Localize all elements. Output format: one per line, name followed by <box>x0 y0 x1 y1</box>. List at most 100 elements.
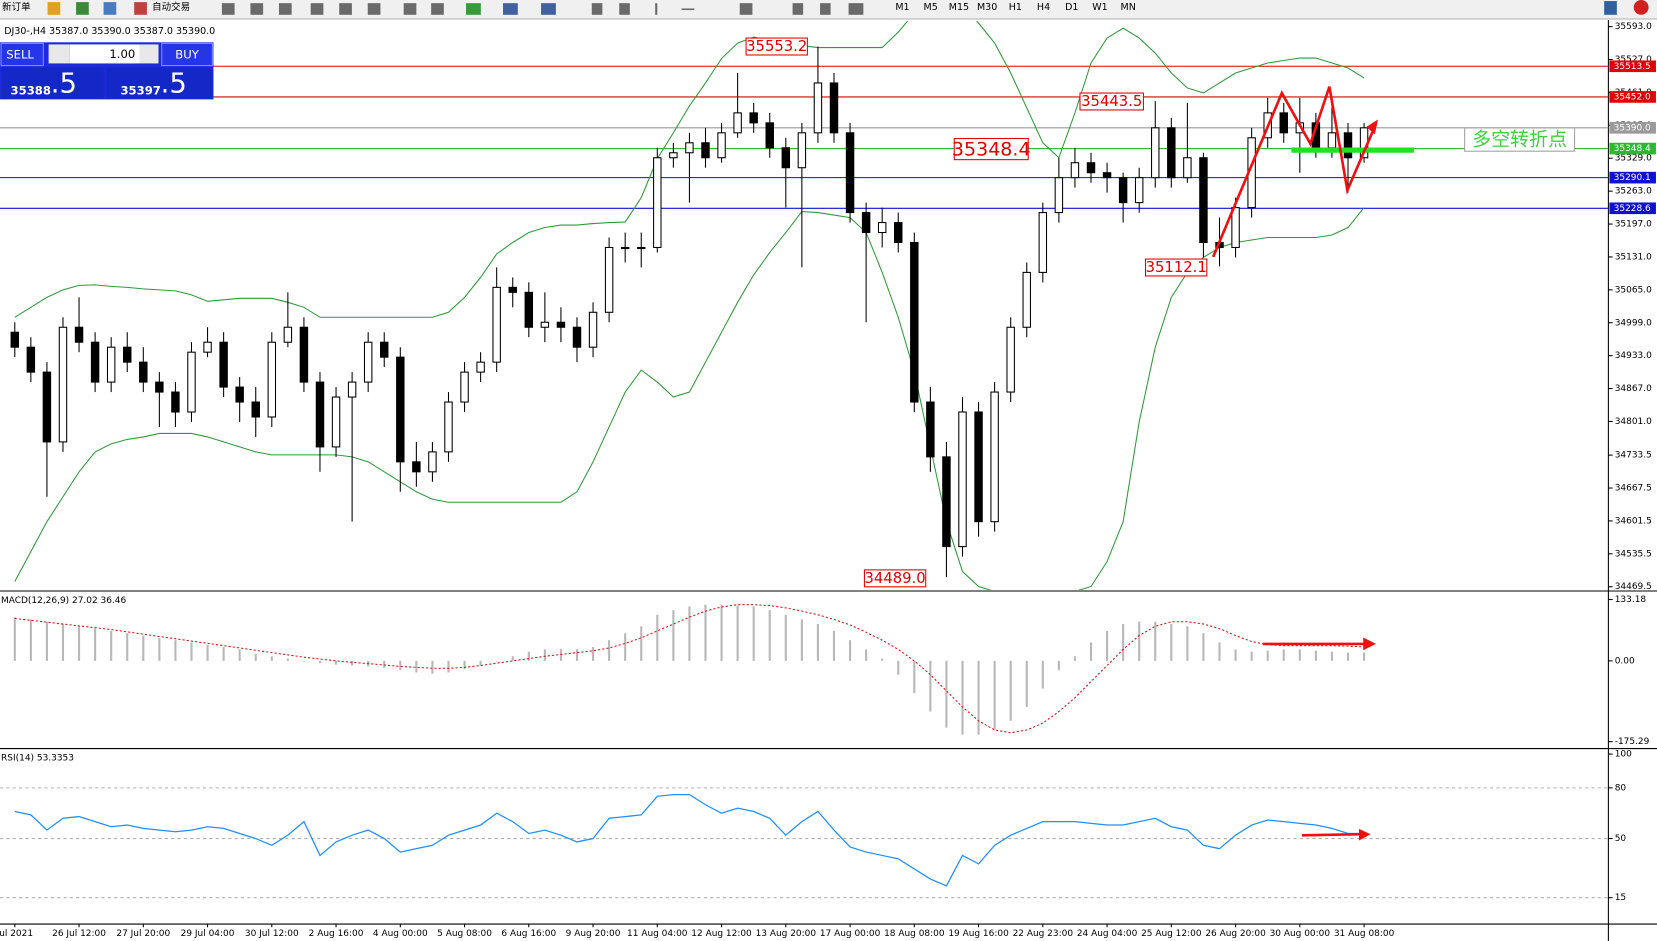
buy-button[interactable] <box>161 42 213 67</box>
macd-bar <box>624 633 627 661</box>
sell-button[interactable] <box>0 42 44 67</box>
macd-bar <box>559 649 562 661</box>
icon[interactable] <box>541 3 556 15</box>
macd-bar <box>511 656 514 661</box>
candle-body <box>396 356 405 463</box>
icon[interactable] <box>591 3 603 15</box>
spin-up[interactable] <box>139 44 159 64</box>
candle-body <box>90 341 100 383</box>
macd-bar <box>881 658 884 661</box>
alert[interactable] <box>1633 0 1649 15</box>
icon[interactable] <box>848 3 864 15</box>
rsi-arrow <box>1301 832 1362 837</box>
macd-bar <box>961 660 964 735</box>
annotation: 多空转折点 <box>1472 129 1567 151</box>
arrow-head <box>1358 828 1371 841</box>
y-tick-label: 15 <box>1615 893 1626 903</box>
candle-body <box>460 371 469 403</box>
macd-bar <box>302 660 305 662</box>
icon[interactable] <box>47 2 61 15</box>
icon[interactable] <box>367 3 381 15</box>
macd-bar <box>913 660 916 694</box>
candle-body <box>380 341 389 358</box>
x-tick-label: 18 Aug 08:00 <box>884 929 945 939</box>
ask-box[interactable] <box>106 67 213 99</box>
search[interactable] <box>1604 1 1617 15</box>
icon[interactable] <box>221 3 235 15</box>
icon[interactable] <box>619 3 630 15</box>
icon[interactable] <box>466 3 481 15</box>
level-label: 35390.0 <box>1614 123 1651 133</box>
icon[interactable] <box>103 2 117 15</box>
candle-body <box>412 461 421 473</box>
macd-bar <box>768 610 771 661</box>
level-tag <box>1609 142 1656 155</box>
icon[interactable] <box>76 2 89 15</box>
x-tick-label: 25 Aug 12:00 <box>1141 929 1202 939</box>
new-order-button[interactable]: 新订单 <box>2 1 31 13</box>
level-label: 35290.1 <box>1614 173 1651 183</box>
candle-body <box>588 311 598 348</box>
ask-fraction[interactable]: .5 <box>161 68 187 100</box>
candle-body <box>524 291 534 328</box>
candle-body <box>669 152 678 159</box>
macd-bar <box>575 649 579 661</box>
y-tick-label: 34933.0 <box>1615 351 1652 361</box>
timeframe-button[interactable]: H1 <box>1009 2 1022 13</box>
y-tick-label: 35527.0 <box>1615 55 1652 65</box>
timeframe-button[interactable]: M1 <box>895 2 909 13</box>
icon[interactable] <box>681 8 695 11</box>
level-tag <box>1609 122 1656 134</box>
timeframe-button[interactable]: MN <box>1121 2 1136 13</box>
y-tick-label: 34801.0 <box>1615 417 1652 427</box>
buy-label[interactable]: BUY <box>175 47 199 61</box>
x-tick-label: 12 Aug 12:00 <box>691 929 752 939</box>
bid-box[interactable] <box>1 67 104 99</box>
ask-main[interactable]: 35397 <box>120 83 160 97</box>
icon[interactable] <box>431 3 444 15</box>
timeframe-button[interactable]: M5 <box>924 2 938 13</box>
lot-input[interactable] <box>69 44 140 64</box>
icon[interactable] <box>739 3 753 15</box>
icon[interactable] <box>820 3 831 15</box>
lot-value[interactable]: 1.00 <box>109 47 135 61</box>
candle-body <box>829 82 839 134</box>
macd-bar <box>1186 626 1189 661</box>
spin-down[interactable] <box>48 44 70 64</box>
candle-body <box>58 326 68 443</box>
bid-main[interactable]: 35388 <box>11 83 51 97</box>
macd-bar <box>1106 630 1109 661</box>
icon[interactable] <box>310 3 324 15</box>
macd-bar <box>608 640 611 661</box>
auto-trading-button[interactable]: 自动交易 <box>152 1 190 13</box>
icon[interactable] <box>403 3 417 15</box>
timeframe-button[interactable]: H4 <box>1037 2 1050 13</box>
x-tick-label: 9 Aug 20:00 <box>566 929 621 939</box>
macd-bar <box>527 651 530 661</box>
one-click-trading: SELL 1.00 BUY 35388 .5 35397 .5 <box>0 42 214 100</box>
candle-body <box>1151 127 1160 179</box>
y-tick-label: 35593.0 <box>1615 22 1652 32</box>
macd-bar <box>945 660 948 728</box>
icon[interactable] <box>503 3 518 15</box>
icon[interactable] <box>339 3 352 15</box>
timeframe-button[interactable]: M15 <box>949 2 969 13</box>
candle-body <box>299 326 309 383</box>
icon[interactable] <box>134 2 147 15</box>
icon[interactable] <box>792 3 804 15</box>
timeframe-button[interactable]: M30 <box>977 2 997 13</box>
macd-label: MACD(12,26,9) 27.02 36.46 <box>1 596 126 606</box>
macd-bar <box>270 656 273 661</box>
y-tick-label: 34999.0 <box>1615 318 1652 328</box>
candle-body <box>733 112 742 134</box>
sell-label[interactable]: SELL <box>6 47 34 61</box>
bid-fraction[interactable]: .5 <box>51 68 77 100</box>
icon[interactable] <box>655 3 658 15</box>
icon[interactable] <box>278 3 292 15</box>
timeframe-button[interactable]: D1 <box>1065 2 1078 13</box>
x-tick-label: 27 Jul 20:00 <box>116 929 170 939</box>
timeframe-button[interactable]: W1 <box>1092 2 1107 13</box>
candle-body <box>1054 177 1064 214</box>
icon[interactable] <box>250 3 264 15</box>
